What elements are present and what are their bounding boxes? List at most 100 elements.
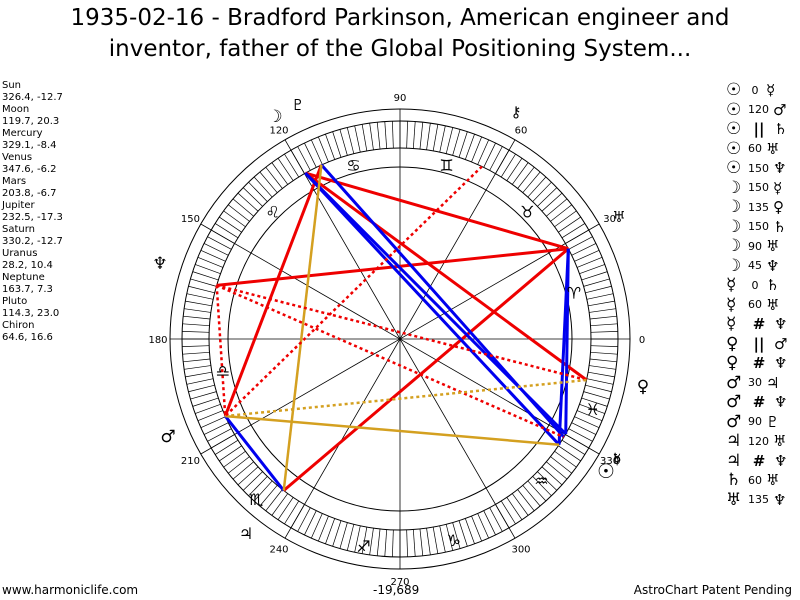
aspect-angle: 120 bbox=[748, 103, 769, 116]
aspect-planet-2: ♆ bbox=[766, 256, 780, 275]
degree-tick bbox=[271, 162, 289, 185]
degree-tick bbox=[471, 136, 482, 163]
aspect-row: ☿ 60 ♅ bbox=[726, 295, 779, 315]
aspect-line-dotted bbox=[216, 284, 587, 382]
degree-tick bbox=[195, 403, 221, 414]
aspect-planet-2: ♆ bbox=[774, 354, 788, 372]
aspect-line bbox=[304, 171, 569, 251]
degree-tick bbox=[532, 181, 552, 202]
planet-position-list: Sun 326.4, -12.7 Moon 119.7, 20.3 Mercur… bbox=[2, 80, 63, 344]
aspect-angle: 150 bbox=[748, 181, 769, 194]
aspect-planet-2: ♆ bbox=[774, 451, 788, 470]
aspect-row: ♂ 90 ♇ bbox=[726, 412, 779, 432]
zodiac-sign-glyph: ♋ bbox=[346, 156, 360, 175]
aspect-angle: 60 bbox=[748, 473, 762, 487]
aspect-line bbox=[564, 248, 570, 434]
degree-tick bbox=[232, 198, 254, 217]
planet-name-pluto: Pluto bbox=[2, 296, 28, 307]
degree-tick bbox=[517, 489, 535, 512]
degree-tick bbox=[277, 158, 294, 181]
degree-tick bbox=[483, 510, 496, 536]
aspect-line bbox=[223, 164, 323, 417]
aspect-planet-1: ♂ bbox=[726, 392, 742, 412]
degree-tick bbox=[242, 187, 263, 207]
degree-tick bbox=[541, 192, 563, 212]
degree-tick bbox=[589, 308, 616, 313]
zodiac-sign-glyph: ♎ bbox=[216, 361, 230, 380]
aspect-row: ☽ 90 ♅ bbox=[726, 236, 779, 256]
degree-tick bbox=[183, 315, 211, 320]
zodiac-sign-glyph: ♑ bbox=[447, 531, 461, 550]
degree-tick bbox=[223, 450, 246, 468]
degree-tick bbox=[568, 428, 593, 442]
aspect-planet-2: ♆ bbox=[773, 490, 787, 509]
degree-tick bbox=[192, 397, 219, 407]
degree-tick bbox=[419, 122, 424, 150]
degree-tick bbox=[311, 513, 323, 539]
planet-coords-mars: 203.8, -6.7 bbox=[2, 188, 57, 199]
degree-tick bbox=[271, 493, 289, 516]
degree-tick bbox=[237, 192, 259, 212]
degree-tick bbox=[183, 358, 211, 363]
aspect-row: ☉ 0 ☿ bbox=[726, 80, 775, 100]
degree-tick bbox=[576, 257, 603, 268]
aspect-row: ☿ 0 ♄ bbox=[726, 275, 779, 295]
aspect-planet-1: ☉ bbox=[726, 138, 742, 159]
degree-tick bbox=[219, 445, 242, 462]
aspect-angle: 0 bbox=[751, 83, 759, 97]
degree-tick bbox=[284, 500, 300, 525]
aspect-angle: 90 bbox=[748, 415, 762, 428]
aspect-row: ♂ # ♆ bbox=[726, 392, 787, 412]
degree-tick bbox=[284, 153, 300, 178]
aspect-row: ☉ 150 ♆ bbox=[726, 158, 786, 178]
aspect-planet-1: ♃ bbox=[726, 450, 742, 471]
website-link[interactable]: www.harmoniclife.com bbox=[2, 583, 139, 597]
aspect-row: ☉ 120 ♂ bbox=[726, 100, 786, 120]
degree-tick bbox=[558, 445, 581, 462]
degree-tick bbox=[426, 528, 431, 555]
planet-glyph: ⚷ bbox=[511, 103, 522, 121]
degree-tick bbox=[452, 129, 461, 156]
degree-tick bbox=[184, 365, 211, 370]
aspect-row: ☽ 150 ☿ bbox=[726, 178, 782, 198]
degree-tick bbox=[419, 528, 424, 556]
degree-tick bbox=[589, 365, 616, 370]
degree-label: 90 bbox=[394, 93, 407, 104]
degree-tick bbox=[574, 416, 600, 428]
degree-label: 0 bbox=[639, 335, 645, 346]
degree-tick bbox=[214, 223, 239, 239]
degree-tick bbox=[489, 146, 503, 171]
aspect-row: ♃ 120 ♅ bbox=[726, 431, 786, 451]
degree-tick bbox=[184, 308, 211, 313]
degree-tick bbox=[590, 331, 618, 333]
degree-tick bbox=[304, 510, 317, 536]
patent-notice: AstroChart Patent Pending bbox=[633, 583, 792, 597]
aspect-symbol: # bbox=[752, 354, 766, 372]
aspect-symbol: || bbox=[753, 334, 765, 353]
degree-tick bbox=[248, 181, 268, 202]
planet-coords-saturn: 330.2, -12.7 bbox=[2, 236, 63, 247]
degree-tick bbox=[339, 522, 348, 549]
degree-tick bbox=[537, 471, 558, 491]
degree-tick bbox=[304, 142, 317, 168]
zodiac-sign-glyph: ♈ bbox=[567, 283, 581, 302]
degree-tick bbox=[483, 142, 496, 168]
aspect-line-dotted bbox=[225, 378, 587, 418]
degree-tick bbox=[361, 124, 368, 151]
degree-tick bbox=[439, 525, 446, 553]
degree-tick bbox=[384, 121, 388, 149]
aspect-row: ☿ # ♆ bbox=[726, 314, 787, 334]
degree-tick bbox=[214, 439, 239, 455]
aspect-row: ☽ 135 ♀ bbox=[726, 197, 784, 217]
degree-tick bbox=[568, 236, 593, 250]
degree-tick bbox=[583, 391, 610, 400]
degree-tick bbox=[412, 529, 416, 557]
degree-tick bbox=[546, 198, 568, 217]
aspect-line bbox=[304, 172, 561, 446]
degree-tick bbox=[527, 480, 547, 502]
degree-tick bbox=[541, 466, 563, 486]
degree-tick bbox=[207, 236, 232, 250]
degree-tick bbox=[361, 527, 368, 554]
zodiac-sign-glyph: ♒ bbox=[534, 471, 548, 490]
degree-tick bbox=[237, 466, 259, 486]
